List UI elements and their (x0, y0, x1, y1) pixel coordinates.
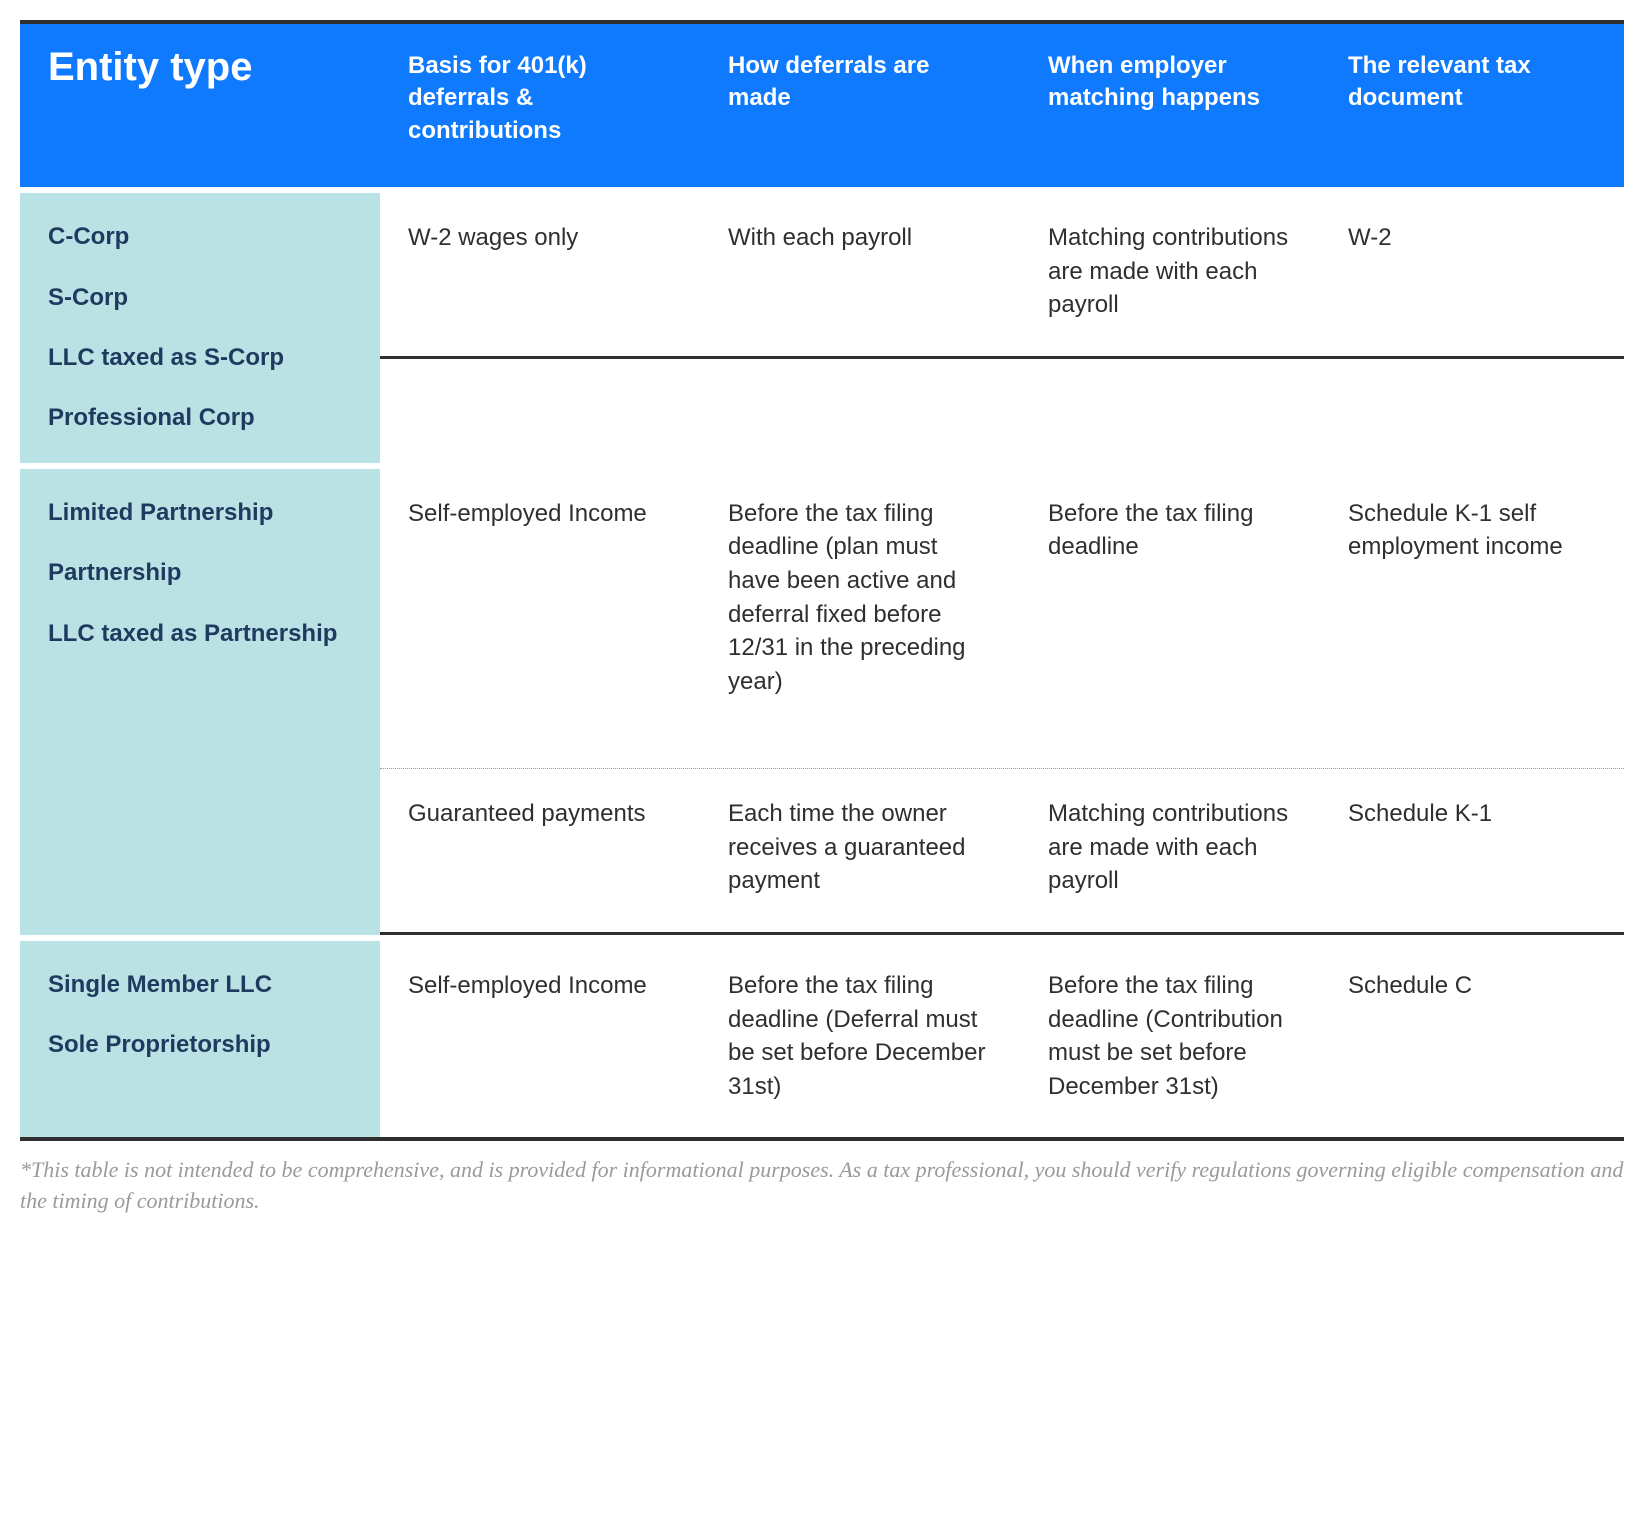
cell-basis: Self-employed Income (380, 969, 700, 1103)
cell-basis: Self-employed Income (380, 497, 700, 699)
entity-item: S-Corp (48, 282, 352, 314)
entity-item: C-Corp (48, 221, 352, 253)
cell-doc: Schedule C (1320, 969, 1624, 1103)
header-entity-type: Entity type (20, 24, 380, 187)
cell-deferral: Before the tax filing deadline (plan mus… (700, 497, 1020, 699)
table-row: W-2 wages only With each payroll Matchin… (380, 193, 1624, 359)
footnote-text: *This table is not intended to be compre… (20, 1155, 1624, 1217)
header-tax-document: The relevant tax document (1320, 24, 1624, 187)
table-group: Limited Partnership Partnership LLC taxe… (20, 469, 1624, 935)
cell-doc: W-2 (1320, 221, 1624, 322)
entity-item: Professional Corp (48, 402, 352, 434)
table-header-row: Entity type Basis for 401(k) deferrals &… (20, 24, 1624, 187)
table-group: Single Member LLC Sole Proprietorship Se… (20, 941, 1624, 1137)
header-matching: When employer matching happens (1020, 24, 1320, 187)
cell-match: Matching contributions are made with eac… (1020, 221, 1320, 322)
cell-match: Before the tax filing deadline (1020, 497, 1320, 699)
cell-match: Before the tax filing deadline (Contri­b… (1020, 969, 1320, 1103)
cell-deferral: Before the tax filing deadline (Deferral… (700, 969, 1020, 1103)
cell-doc: Schedule K-1 self employment income (1320, 497, 1624, 699)
table-row: Guaranteed payments Each time the owner … (380, 769, 1624, 935)
entity-item: Sole Proprietorship (48, 1029, 352, 1061)
header-basis: Basis for 401(k) deferrals & contributio… (380, 24, 700, 187)
cell-basis: Guaranteed payments (380, 797, 700, 898)
entity-list: Single Member LLC Sole Proprietorship (20, 941, 380, 1137)
cell-doc: Schedule K-1 (1320, 797, 1624, 898)
cell-deferral: With each payroll (700, 221, 1020, 322)
table-group: C-Corp S-Corp LLC taxed as S-Corp Profes… (20, 193, 1624, 463)
entity-list: C-Corp S-Corp LLC taxed as S-Corp Profes… (20, 193, 380, 463)
entity-401k-table: Entity type Basis for 401(k) deferrals &… (20, 20, 1624, 1141)
entity-item: LLC taxed as Partnership (48, 618, 352, 650)
table-row: Self-employed Income Before the tax fili… (380, 941, 1624, 1137)
header-deferrals: How deferrals are made (700, 24, 1020, 187)
entity-list: Limited Partnership Partnership LLC taxe… (20, 469, 380, 935)
table-row: Self-employed Income Before the tax fili… (380, 469, 1624, 770)
cell-match: Matching contribu­tions are made with ea… (1020, 797, 1320, 898)
entity-item: Single Member LLC (48, 969, 352, 1001)
entity-item: Limited Partnership (48, 497, 352, 529)
entity-item: Partnership (48, 557, 352, 589)
entity-item: LLC taxed as S-Corp (48, 342, 352, 374)
cell-deferral: Each time the owner receives a guaran­te… (700, 797, 1020, 898)
cell-basis: W-2 wages only (380, 221, 700, 322)
